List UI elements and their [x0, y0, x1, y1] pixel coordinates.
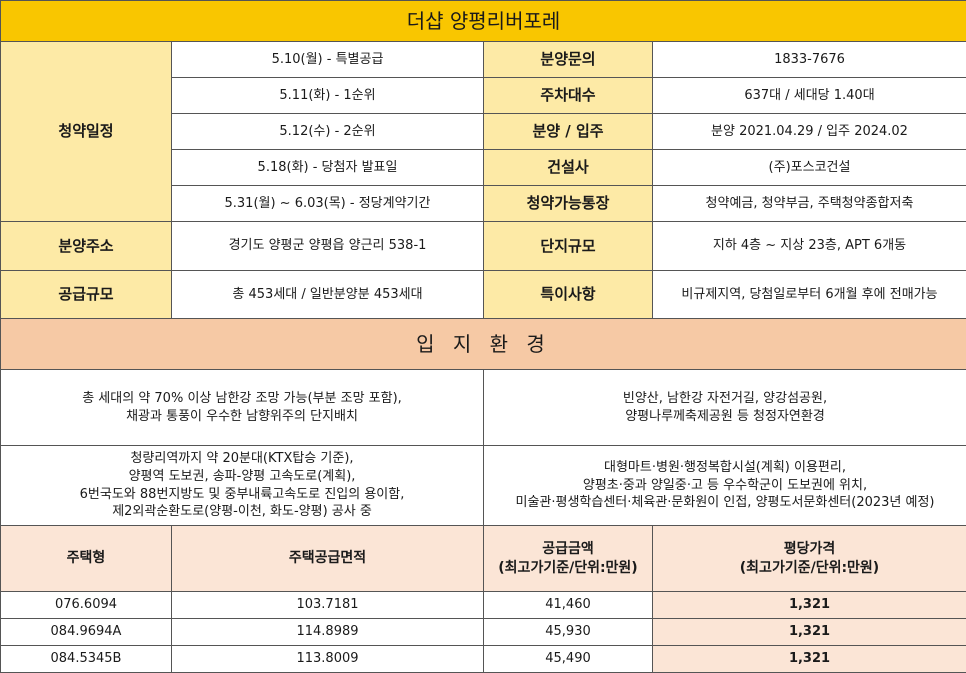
supply-value: 총 453세대 / 일반분양분 453세대 [171, 270, 484, 319]
location-desc-transport: 청량리역까지 약 20분대(KTX탑승 기준), 양평역 도보권, 송파-양평 … [0, 445, 484, 526]
info-value: 637대 / 세대당 1.40대 [652, 77, 966, 114]
cell-per-pyeong: 1,321 [652, 591, 966, 619]
schedule-item: 5.11(화) - 1순위 [171, 77, 484, 114]
schedule-item: 5.31(월) ~ 6.03(목) - 정당계약기간 [171, 185, 484, 222]
location-desc-nature: 빈양산, 남한강 자전거길, 양강섬공원, 양평나루께축제공원 등 청정자연환경 [483, 369, 966, 446]
desc-line: 빈양산, 남한강 자전거길, 양강섬공원, [622, 390, 828, 406]
header-line: 주택형 [66, 550, 106, 567]
info-label: 주차대수 [483, 77, 653, 114]
table-row: 084.9694A 114.8989 45,930 1,321 [0, 618, 966, 646]
address-value: 경기도 양평군 양평읍 양근리 538-1 [171, 221, 484, 271]
cell-area: 114.8989 [171, 618, 484, 646]
info-label: 분양 / 입주 [483, 113, 653, 150]
header-line: 공급금액 [542, 540, 594, 557]
header-line: (최고가기준/단위:만원) [498, 559, 638, 576]
desc-line: 청량리역까지 약 20분대(KTX탑승 기준), [130, 451, 354, 467]
schedule-item: 5.10(월) - 특별공급 [171, 41, 484, 78]
table-row: 076.6094 103.7181 41,460 1,321 [0, 591, 966, 619]
price-header-amount: 공급금액 (최고가기준/단위:만원) [483, 525, 653, 592]
desc-line: 양평초·중과 양일중·고 등 우수학군이 도보권에 위치, [582, 477, 868, 493]
desc-line: 양평나루께축제공원 등 청정자연환경 [625, 408, 825, 424]
cell-amount: 45,930 [483, 618, 653, 646]
cell-amount: 41,460 [483, 591, 653, 619]
cell-area: 113.8009 [171, 645, 484, 673]
desc-line: 양평역 도보권, 송파-양평 고속도로(계획), [128, 468, 356, 484]
complex-label: 단지규모 [483, 221, 653, 271]
location-desc-view: 총 세대의 약 70% 이상 남한강 조망 가능(부분 조망 포함), 채광과 … [0, 369, 484, 446]
info-label: 청약가능통장 [483, 185, 653, 222]
location-section-title: 입 지 환 경 [0, 318, 966, 370]
schedule-item: 5.18(화) - 당첨자 발표일 [171, 149, 484, 186]
info-value: 1833-7676 [652, 41, 966, 78]
info-label: 분양문의 [483, 41, 653, 78]
special-value: 비규제지역, 당첨일로부터 6개월 후에 전매가능 [652, 270, 966, 319]
location-desc-amenities: 대형마트·병원·행정복합시설(계획) 이용편리, 양평초·중과 양일중·고 등 … [483, 445, 966, 526]
cell-type: 076.6094 [0, 591, 172, 619]
cell-type: 084.9694A [0, 618, 172, 646]
header-line: 주택공급면적 [288, 550, 367, 567]
desc-line: 채광과 통풍이 우수한 남향위주의 단지배치 [126, 408, 358, 424]
schedule-item: 5.12(수) - 2순위 [171, 113, 484, 150]
desc-line: 미술관·평생학습센터·체육관·문화원이 인접, 양평도서문화센터(2023년 예… [515, 495, 935, 511]
desc-line: 제2외곽순환도로(양평-이천, 화도-양평) 공사 중 [112, 504, 372, 520]
desc-line: 대형마트·병원·행정복합시설(계획) 이용편리, [604, 460, 846, 476]
supply-label: 공급규모 [0, 270, 172, 319]
table-row: 084.5345B 113.8009 45,490 1,321 [0, 645, 966, 673]
address-label: 분양주소 [0, 221, 172, 271]
cell-type: 084.5345B [0, 645, 172, 673]
header-line: 평당가격 [783, 540, 836, 557]
info-value: 분양 2021.04.29 / 입주 2024.02 [652, 113, 966, 150]
schedule-label: 청약일정 [0, 41, 172, 222]
cell-per-pyeong: 1,321 [652, 618, 966, 646]
complex-value: 지하 4층 ~ 지상 23층, APT 6개동 [652, 221, 966, 271]
page-title: 더샵 양평리버포레 [0, 0, 966, 42]
cell-area: 103.7181 [171, 591, 484, 619]
special-label: 특이사항 [483, 270, 653, 319]
price-header-type: 주택형 [0, 525, 172, 592]
cell-per-pyeong: 1,321 [652, 645, 966, 673]
price-header-per-pyeong: 평당가격 (최고가기준/단위:만원) [652, 525, 966, 592]
header-line: (최고가기준/단위:만원) [739, 559, 880, 576]
price-header-area: 주택공급면적 [171, 525, 484, 592]
info-value: 청약예금, 청약부금, 주택청약종합저축 [652, 185, 966, 222]
cell-amount: 45,490 [483, 645, 653, 673]
info-value: (주)포스코건설 [652, 149, 966, 186]
desc-line: 총 세대의 약 70% 이상 남한강 조망 가능(부분 조망 포함), [82, 390, 402, 406]
info-label: 건설사 [483, 149, 653, 186]
desc-line: 6번국도와 88번지방도 및 중부내륙고속도로 진입의 용이함, [79, 486, 405, 502]
